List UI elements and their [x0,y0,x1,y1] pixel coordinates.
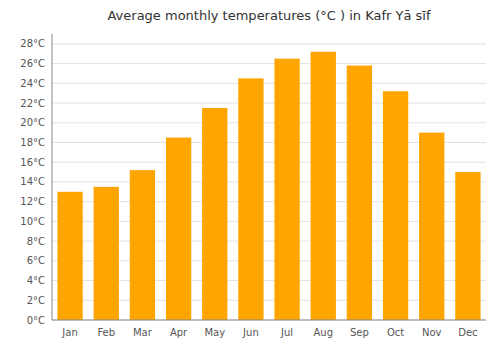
y-tick-label: 28°C [20,38,45,49]
y-tick-label: 24°C [20,78,45,89]
bar [311,52,336,320]
bar [166,138,191,320]
grid-line [52,83,486,84]
bar [383,91,408,320]
x-tick-label: Dec [458,327,477,338]
x-tick-label: Jan [61,327,77,338]
grid [52,44,486,320]
x-tick-label: Sep [350,327,369,338]
chart: Average monthly temperatures (°C ) in Ka… [0,0,500,350]
bars [57,52,480,320]
bar [57,192,82,320]
grid-line [52,103,486,104]
x-tick-label: Oct [387,327,404,338]
y-tick-label: 18°C [20,137,45,148]
x-axis-line [52,320,486,321]
x-tick-label: May [204,327,225,338]
y-tick-label: 2°C [27,295,45,306]
x-tick-label: Apr [170,327,188,338]
bar [347,66,372,320]
bar [94,187,119,320]
y-tick-label: 6°C [27,255,45,266]
y-axis-line [52,34,53,320]
bar [419,133,444,320]
x-tick-label: Feb [97,327,115,338]
grid-line [52,122,486,123]
bar [130,170,155,320]
bar [202,108,227,320]
grid-line [52,63,486,64]
y-tick-label: 26°C [20,58,45,69]
title: Average monthly temperatures (°C ) in Ka… [107,8,430,23]
y-tick-label: 8°C [27,236,45,247]
y-tick-label: 10°C [20,216,45,227]
grid-line [52,320,486,321]
y-tick-label: 16°C [20,157,45,168]
grid-line [52,43,486,44]
y-tick-label: 22°C [20,98,45,109]
x-tick-label: Jun [242,327,259,338]
y-tick-label: 12°C [20,196,45,207]
y-tick-label: 4°C [27,275,45,286]
x-tick-label: Aug [313,327,333,338]
x-tick-label: Jul [280,327,293,338]
bar [455,172,480,320]
y-tick-label: 14°C [20,176,45,187]
bar [274,59,299,320]
y-tick-label: 20°C [20,117,45,128]
x-tick-label: Nov [422,327,442,338]
bar [238,78,263,320]
x-tick-label: Mar [133,327,153,338]
y-tick-label: 0°C [27,315,45,326]
